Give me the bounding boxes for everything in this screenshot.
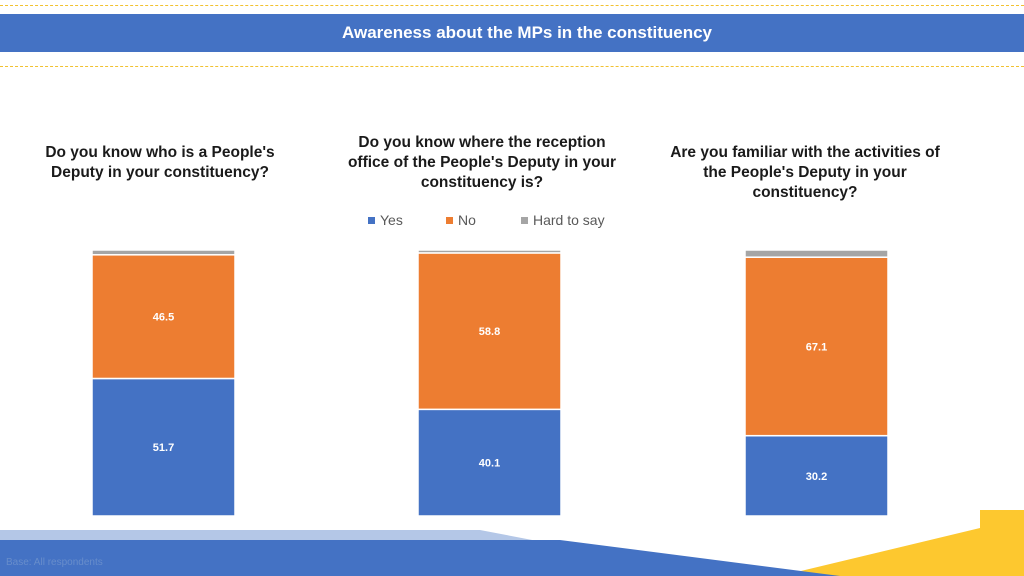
data-label-2-no: 58.8	[479, 326, 500, 338]
bar-2-hard-to-say	[417, 249, 562, 254]
bar-2-no	[417, 252, 562, 411]
footer-yellow-shape	[780, 510, 1024, 576]
bar-3-no	[744, 256, 889, 437]
data-label-2-yes: 40.1	[479, 458, 500, 470]
legend-swatch-yes	[368, 216, 375, 224]
bar-1-no	[91, 254, 236, 380]
legend-swatch-no	[446, 216, 453, 224]
question-1: Do you know who is a People's Deputy in …	[45, 144, 275, 181]
legend-label-yes: Yes	[380, 212, 403, 228]
page-title: Awareness about the MPs in the constitue…	[342, 23, 712, 42]
legend-item-hard-to-say: Hard to say	[521, 212, 605, 228]
data-label-1-no: 46.5	[153, 312, 174, 324]
question-2: Do you know where the reception office o…	[347, 134, 617, 191]
legend-item-yes: Yes	[368, 212, 403, 228]
legend-swatch-hard-to-say	[521, 216, 528, 224]
legend: Yes No Hard to say	[0, 212, 1024, 230]
footer-blue-shape	[0, 540, 840, 576]
title-band: Awareness about the MPs in the constitue…	[0, 14, 1024, 52]
bar-1-hard-to-say	[91, 249, 236, 256]
bar-2-yes	[417, 408, 562, 517]
data-label-1-yes: 51.7	[153, 442, 174, 454]
data-label-3-yes: 30.2	[806, 471, 827, 483]
bar-3-yes	[744, 434, 889, 517]
bar-3-hard-to-say	[744, 249, 889, 258]
top-dashed-line	[0, 5, 1024, 6]
legend-label-hard-to-say: Hard to say	[533, 212, 605, 228]
legend-label-no: No	[458, 212, 476, 228]
bar-1-yes	[91, 377, 236, 517]
legend-item-no: No	[446, 212, 476, 228]
data-label-3-no: 67.1	[806, 341, 827, 353]
bottom-dashed-line	[0, 66, 1024, 67]
question-3: Are you familiar with the activities of …	[670, 144, 940, 201]
source-note: Base: All respondents	[6, 557, 103, 568]
